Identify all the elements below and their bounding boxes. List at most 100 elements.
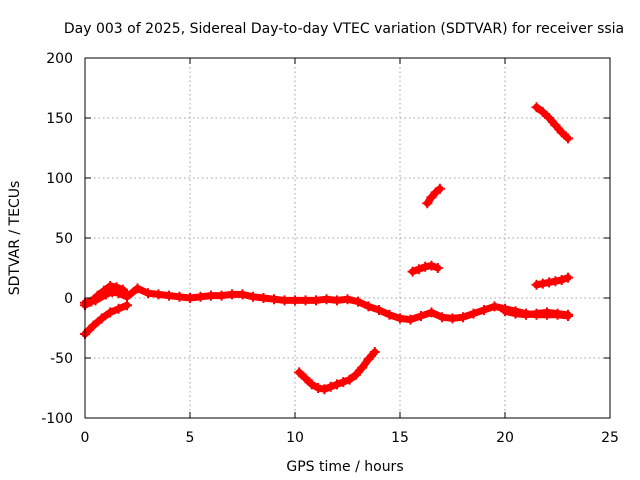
series-afternoon-dip: [294, 347, 380, 395]
data-point: [332, 295, 342, 306]
data-point: [447, 313, 458, 324]
data-point: [300, 373, 311, 384]
data-point: [426, 307, 437, 318]
data-point: [319, 384, 330, 395]
data-point: [98, 285, 109, 296]
data-point: [248, 291, 258, 302]
data-point: [537, 107, 548, 117]
data-point: [510, 308, 521, 319]
y-tick-label: 0: [64, 291, 73, 307]
data-point: [122, 289, 132, 300]
series-late-lower: [500, 306, 573, 320]
data-point: [434, 183, 445, 194]
data-point: [531, 279, 542, 290]
data-point: [153, 289, 164, 300]
data-point: [122, 300, 132, 311]
data-point: [113, 303, 124, 314]
data-point: [111, 282, 122, 293]
data-point: [563, 309, 573, 320]
series-main-baseline: [80, 283, 573, 325]
data-point: [413, 264, 424, 275]
y-tick-label: 200: [46, 51, 73, 67]
data-point: [174, 291, 185, 302]
data-point: [342, 294, 353, 305]
x-tick-label: 5: [186, 430, 195, 446]
data-point: [313, 383, 324, 393]
y-axis-label: SDTVAR / TECUs: [7, 181, 23, 296]
data-point: [500, 306, 510, 317]
data-point: [416, 311, 426, 321]
data-point: [426, 260, 437, 271]
x-axis-label: GPS time / hours: [286, 459, 403, 475]
data-point: [306, 379, 317, 390]
data-point: [422, 198, 433, 209]
y-tick-label: -100: [41, 411, 73, 427]
grid-lines: [85, 58, 610, 418]
x-tick-label: 20: [496, 430, 514, 446]
data-point: [206, 290, 216, 301]
data-point: [269, 294, 279, 305]
series-night-peak: [531, 102, 573, 144]
series-night-rise: [531, 272, 573, 290]
data-point: [105, 307, 116, 318]
data-point: [489, 301, 500, 312]
x-tick-label: 15: [391, 430, 409, 446]
data-series: [80, 102, 573, 395]
data-point: [432, 263, 443, 273]
data-point: [88, 320, 99, 331]
series-late-mid: [407, 260, 443, 277]
data-point: [374, 305, 384, 315]
data-point: [563, 133, 573, 144]
data-point: [237, 289, 248, 300]
data-point: [531, 102, 542, 113]
series-line: [423, 185, 444, 207]
data-point: [164, 290, 174, 301]
data-point: [332, 379, 342, 390]
data-point: [458, 312, 468, 323]
data-point: [363, 354, 374, 365]
data-point: [479, 305, 489, 315]
data-point: [92, 290, 103, 301]
data-point: [338, 377, 349, 387]
data-point: [556, 127, 567, 138]
data-point: [96, 313, 107, 324]
data-point: [216, 290, 227, 301]
chart-title: Day 003 of 2025, Sidereal Day-to-day VTE…: [64, 21, 624, 37]
data-point: [357, 362, 368, 373]
data-point: [258, 293, 269, 303]
y-tick-label: 150: [46, 111, 73, 127]
data-point: [143, 288, 153, 299]
data-point: [542, 307, 552, 318]
data-point: [521, 309, 531, 320]
data-point: [363, 301, 374, 312]
data-point: [321, 294, 332, 305]
data-point: [537, 278, 548, 289]
data-point: [550, 276, 561, 287]
data-point: [544, 277, 555, 288]
data-point: [552, 308, 563, 319]
data-point: [294, 367, 305, 378]
series-late-high: [422, 183, 445, 209]
data-point: [86, 296, 97, 307]
data-point: [290, 295, 300, 306]
data-point: [195, 291, 206, 302]
data-point: [563, 272, 573, 283]
y-tick-label: 100: [46, 171, 73, 187]
data-point: [556, 275, 567, 285]
data-point: [132, 283, 143, 294]
data-point: [405, 314, 416, 325]
data-point: [353, 296, 363, 307]
data-point: [105, 281, 116, 291]
data-point: [468, 308, 479, 319]
data-point: [384, 309, 395, 320]
data-point: [420, 261, 431, 272]
data-point: [544, 113, 555, 123]
data-point: [279, 295, 290, 306]
data-point: [185, 293, 195, 303]
data-point: [407, 266, 418, 277]
data-point: [300, 295, 311, 306]
data-point: [325, 381, 336, 392]
axis-ticks: 0 5 10 15 20 25 -100 -50 0 50 100 150 200: [41, 51, 619, 446]
x-tick-label: 10: [286, 430, 304, 446]
